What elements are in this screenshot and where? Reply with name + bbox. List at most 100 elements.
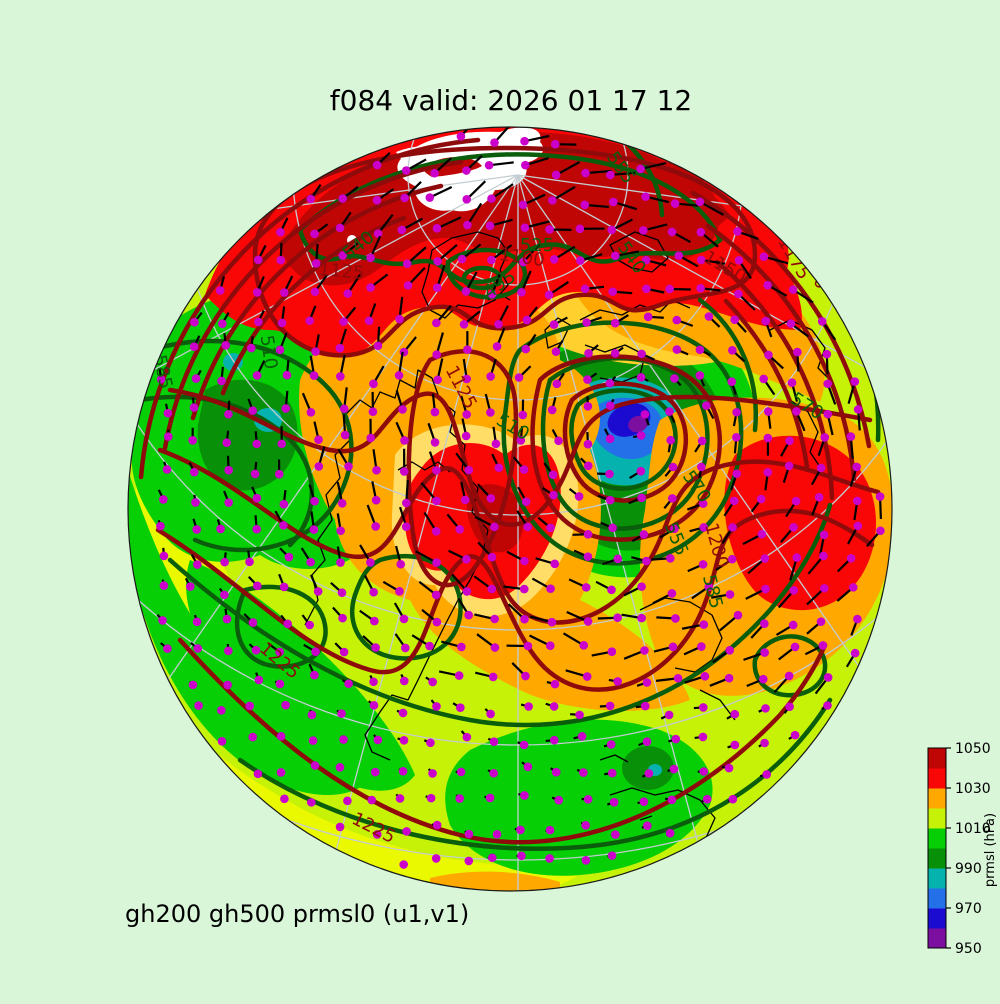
wind-station-dot — [853, 522, 862, 531]
wind-station-dot — [404, 281, 413, 290]
wind-station-dot — [399, 709, 408, 718]
wind-station-dot — [728, 346, 737, 355]
wind-station-dot — [308, 711, 317, 720]
wind-station-dot — [344, 679, 353, 688]
wind-station-dot — [553, 380, 562, 389]
wind-station-dot — [279, 521, 288, 530]
wind-station-dot — [696, 345, 705, 354]
wind-station-dot — [425, 642, 434, 651]
wind-station-dot — [730, 497, 739, 506]
wind-station-dot — [254, 256, 263, 265]
wind-station-dot — [643, 737, 652, 746]
wind-station-dot — [705, 312, 714, 321]
wind-station-dot — [640, 797, 649, 806]
wind-station-dot — [817, 464, 826, 473]
wind-station-dot — [673, 345, 682, 354]
wind-station-dot — [584, 349, 593, 358]
wind-station-dot — [396, 794, 405, 803]
wind-station-dot — [310, 371, 319, 380]
wind-station-dot — [457, 132, 466, 141]
wind-station-dot — [488, 853, 497, 862]
wind-station-dot — [343, 796, 352, 805]
wind-station-dot — [789, 586, 798, 595]
wind-station-dot — [727, 377, 736, 386]
wind-station-dot — [397, 226, 406, 235]
wind-station-dot — [490, 737, 499, 746]
wind-station-dot — [464, 857, 473, 866]
wind-station-dot — [486, 222, 495, 231]
wind-station-dot — [253, 288, 262, 297]
wind-station-dot — [792, 497, 801, 506]
wind-station-dot — [636, 165, 645, 174]
wind-station-dot — [554, 796, 563, 805]
wind-station-dot — [343, 289, 352, 298]
wind-station-dot — [252, 440, 261, 449]
wind-station-dot — [551, 140, 560, 149]
wind-station-dot — [224, 646, 233, 655]
wind-station-dot — [607, 226, 616, 235]
wind-station-dot — [463, 345, 472, 354]
wind-station-dot — [426, 738, 435, 747]
wind-station-dot — [462, 432, 471, 441]
wind-station-dot — [216, 525, 225, 534]
wind-station-dot — [341, 431, 350, 440]
wind-station-dot — [669, 642, 678, 651]
wind-station-dot — [305, 621, 314, 630]
wind-station-dot — [637, 494, 646, 503]
wind-station-dot — [665, 711, 674, 720]
wind-station-dot — [373, 161, 382, 170]
wind-station-dot — [163, 644, 172, 653]
wind-station-dot — [432, 350, 441, 359]
wind-station-dot — [815, 493, 824, 502]
wind-station-dot — [785, 462, 794, 471]
wind-station-dot — [336, 823, 345, 832]
wind-station-dot — [281, 404, 290, 413]
wind-station-dot — [584, 552, 593, 561]
wind-station-dot — [789, 621, 798, 630]
wind-station-dot — [427, 794, 436, 803]
wind-station-dot — [401, 644, 410, 653]
wind-station-dot — [674, 251, 683, 260]
wind-station-dot — [310, 497, 319, 506]
wind-station-dot — [639, 226, 648, 235]
wind-station-dot — [283, 371, 292, 380]
wind-station-dot — [665, 285, 674, 294]
wind-station-dot — [520, 585, 529, 594]
wind-station-dot — [306, 195, 315, 204]
wind-station-dot — [608, 524, 617, 533]
wind-station-dot — [671, 735, 680, 744]
wind-station-dot — [490, 615, 499, 624]
wind-station-dot — [582, 856, 591, 865]
wind-station-dot — [520, 615, 529, 624]
wind-station-dot — [369, 407, 378, 416]
wind-station-dot — [517, 288, 526, 297]
wind-station-dot — [763, 468, 772, 477]
wind-station-dot — [669, 463, 678, 472]
colorbar-segment — [928, 868, 946, 889]
wind-station-dot — [248, 733, 257, 742]
wind-station-dot — [823, 410, 832, 419]
wind-station-dot — [785, 702, 794, 711]
wind-station-dot — [218, 737, 227, 746]
wind-station-dot — [641, 410, 650, 419]
wind-station-dot — [188, 436, 197, 445]
wind-station-dot — [550, 702, 559, 711]
wind-station-dot — [245, 702, 254, 711]
wind-station-dot — [245, 558, 254, 567]
wind-station-dot — [605, 470, 614, 479]
wind-station-dot — [396, 560, 405, 569]
wind-station-dot — [581, 821, 590, 830]
wind-station-dot — [521, 161, 530, 170]
wind-station-dot — [367, 796, 376, 805]
wind-station-dot — [280, 500, 289, 509]
wind-station-dot — [788, 378, 797, 387]
wind-station-dot — [217, 706, 226, 715]
wind-station-dot — [277, 768, 286, 777]
wind-station-dot — [876, 492, 885, 501]
wind-station-dot — [763, 281, 772, 290]
wind-station-dot — [402, 166, 411, 175]
wind-station-dot — [584, 795, 593, 804]
wind-station-dot — [584, 617, 593, 626]
wind-station-dot — [785, 437, 794, 446]
